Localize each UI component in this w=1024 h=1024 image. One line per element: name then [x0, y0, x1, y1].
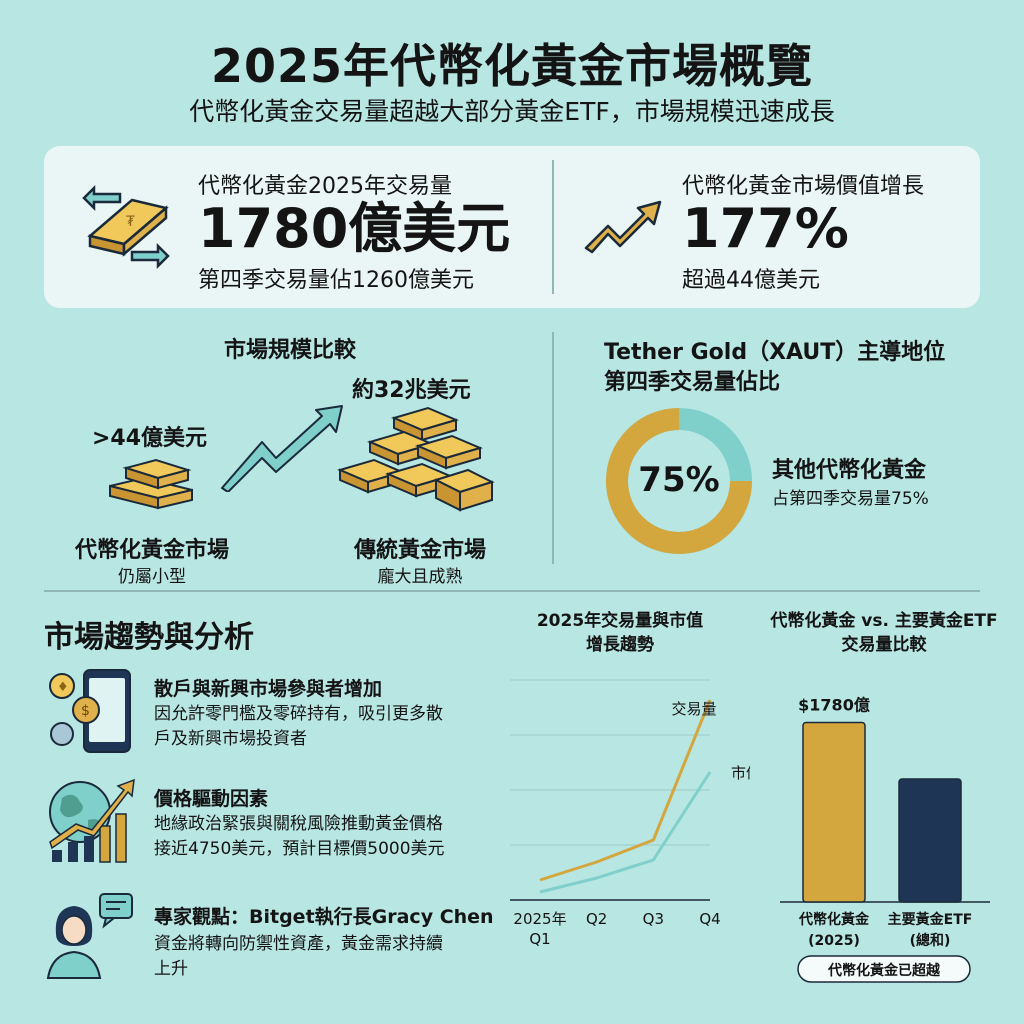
page-subtitle: 代幣化黃金交易量超越大部分黃金ETF，市場規模迅速成長 — [189, 97, 835, 126]
trend-item-1-body-1: 因允許零門檻及零碎持有，吸引更多散 — [154, 704, 443, 724]
dominance-legend-desc: 占第四季交易量75% — [772, 489, 929, 509]
trend-item-3-body-2: 上升 — [154, 959, 188, 979]
dominance-legend-title: 其他代幣化黃金 — [772, 458, 927, 483]
small-gold-bars-icon — [109, 458, 193, 510]
dominance-title-line2: 第四季交易量佔比 — [604, 370, 781, 395]
bar-data-label-1: $1780億 — [798, 696, 870, 715]
svg-text:$: $ — [81, 703, 90, 719]
line-series-label-1: 交易量 — [671, 700, 716, 718]
traditional-market-desc: 龐大且成熟 — [377, 567, 463, 587]
tokenized-market-desc: 仍屬小型 — [118, 567, 186, 587]
line-chart-x-tick-4-line-1: Q4 — [699, 910, 720, 928]
tokenized-market-name: 代幣化黃金市場 — [74, 538, 229, 563]
tokenized-market-value: >44億美元 — [92, 426, 208, 451]
trend-item-2-title: 價格驅動因素 — [154, 788, 269, 810]
volume-note: 第四季交易量佔1260億美元 — [198, 268, 474, 293]
growth-value: 177% — [682, 197, 849, 260]
bar-chart-x-tick-2-line-1: 主要黃金ETF — [888, 911, 973, 928]
market-size-title: 市場規模比較 — [223, 338, 356, 363]
volume-label: 代幣化黃金2025年交易量 — [198, 174, 452, 199]
smartphone-coins-icon: ♦ $ — [49, 669, 131, 753]
trend-item-1-title: 散戶與新興市場參與者增加 — [154, 678, 383, 700]
donut-center-label: 75% — [638, 460, 720, 500]
dominance-title-line1: Tether Gold（XAUT）主導地位 — [604, 340, 946, 365]
trend-item-2-body-2: 接近4750美元，預計目標價5000美元 — [154, 839, 445, 859]
line-chart-x-tick-1-line-1: 2025年 — [513, 910, 566, 928]
trend-item-1-body-2: 戶及新興市場投資者 — [154, 729, 307, 749]
volume-value: 1780億美元 — [198, 197, 511, 260]
line-chart-x-tick-2-line-1: Q2 — [586, 910, 607, 928]
line-chart-x-tick-1-line-2: Q1 — [529, 930, 550, 948]
page-title: 2025年代幣化黃金市場概覽 — [210, 39, 814, 93]
middle-divider — [552, 332, 554, 564]
trend-item-3-title: 專家觀點：Bitget執行長Gracy Chen — [154, 906, 494, 928]
bar-2 — [898, 778, 962, 903]
traditional-market-value: 約32兆美元 — [352, 378, 471, 403]
line-series-2 — [539, 771, 712, 894]
line-chart-x-tick-3-line-1: Q3 — [643, 910, 664, 928]
bar-chart-x-tick-2-line-2: (總和) — [910, 932, 951, 949]
expert-speech-icon — [46, 893, 133, 979]
section-divider — [44, 590, 980, 592]
bar-chart-title-line-1: 代幣化黃金 vs. 主要黃金ETF — [769, 610, 997, 631]
donut-slice-75 — [606, 408, 752, 554]
bar-chart-x-tick-1-line-2: (2025) — [808, 933, 860, 949]
traditional-market-name: 傳統黃金市場 — [353, 538, 486, 563]
globe-growth-chart-icon — [49, 778, 135, 863]
trend-item-2-body-1: 地緣政治緊張與關稅風險推動黃金價格 — [154, 814, 443, 834]
trends-heading: 市場趨勢與分析 — [44, 620, 254, 655]
svg-text:₮: ₮ — [126, 214, 135, 230]
gold-bar-exchange-icon: ₮ — [82, 184, 170, 270]
trend-item-3-body-1: 資金將轉向防禦性資產，黃金需求持續 — [154, 934, 443, 954]
line-series-1 — [539, 699, 712, 882]
dominance-donut-chart — [606, 408, 752, 554]
stats-card — [44, 146, 980, 308]
growth-zigzag-arrow-icon — [221, 405, 343, 492]
line-chart-title-line-2: 增長趨勢 — [586, 634, 654, 655]
line-chart-title-line-1: 2025年交易量與市值 — [537, 610, 703, 631]
bar-chart-x-tick-1-line-1: 代幣化黃金 — [798, 911, 870, 928]
bar-chart-title-line-2: 交易量比較 — [842, 634, 928, 655]
bar-1 — [802, 721, 866, 903]
trend-up-arrow-icon — [584, 200, 662, 254]
svg-text:♦: ♦ — [57, 680, 69, 695]
growth-note: 超過44億美元 — [682, 268, 820, 293]
volume-marketcap-line-chart: 2025年交易量與市值增長趨勢交易量市值 2025年 Q1 Q2 Q3 Q4 — [510, 610, 750, 948]
stats-divider — [552, 160, 554, 294]
growth-label: 代幣化黃金市場價值增長 — [682, 174, 925, 199]
bar-chart-annotation: 代幣化黃金已超越 — [827, 962, 941, 979]
bar-chart-annotation-pill — [797, 955, 971, 983]
line-series-label-2: 市值 — [731, 764, 750, 782]
large-gold-pile-icon — [337, 406, 495, 512]
